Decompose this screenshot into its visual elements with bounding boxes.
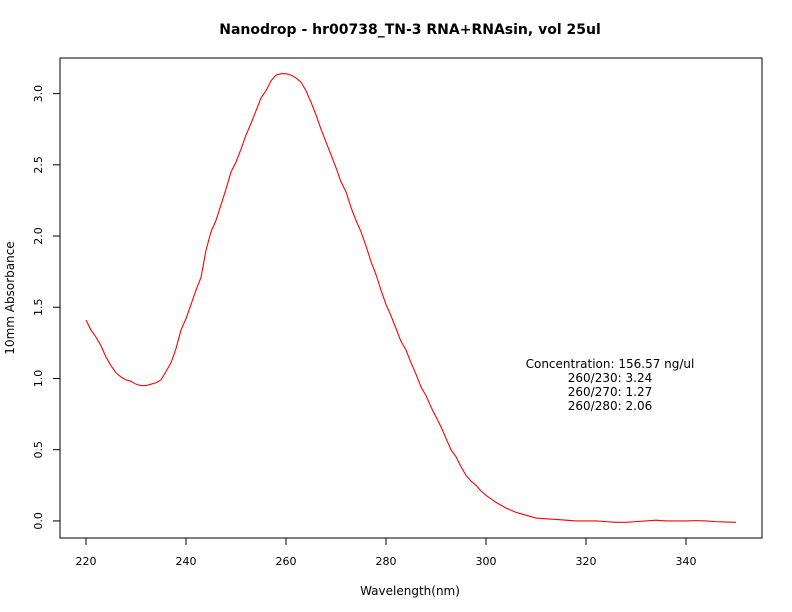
ratio-260-230-text: 260/230: 3.24 xyxy=(568,371,652,385)
plot-frame xyxy=(59,57,763,539)
x-axis-label: Wavelength(nm) xyxy=(360,584,460,598)
y-tick-label: 2.5 xyxy=(32,156,45,174)
chart-title: Nanodrop - hr00738_TN-3 RNA+RNAsin, vol … xyxy=(219,22,601,38)
y-tick-label: 0.0 xyxy=(32,512,45,530)
y-tick-label: 3.0 xyxy=(32,85,45,103)
y-tick-label: 2.0 xyxy=(32,227,45,245)
x-tick-label: 260 xyxy=(276,555,297,568)
y-axis: 0.0 0.5 1.0 1.5 2.0 2.5 3.0 xyxy=(32,85,60,530)
x-tick-label: 300 xyxy=(476,555,497,568)
ratio-260-280-text: 260/280: 2.06 xyxy=(568,399,652,413)
concentration-text: Concentration: 156.57 ng/ul xyxy=(526,357,695,371)
x-tick-label: 220 xyxy=(76,555,97,568)
y-tick-label: 1.5 xyxy=(32,299,45,317)
x-tick-label: 320 xyxy=(576,555,597,568)
y-axis-label: 10mm Absorbance xyxy=(3,241,17,354)
x-axis: 220 240 260 280 300 320 340 xyxy=(76,538,697,568)
ratio-260-270-text: 260/270: 1.27 xyxy=(568,385,652,399)
y-tick-label: 1.0 xyxy=(32,370,45,388)
stats-annotation: Concentration: 156.57 ng/ul 260/230: 3.2… xyxy=(526,357,695,413)
x-tick-label: 280 xyxy=(376,555,397,568)
absorbance-series-line xyxy=(85,73,737,523)
y-tick-label: 0.5 xyxy=(32,441,45,459)
x-tick-label: 240 xyxy=(176,555,197,568)
x-tick-label: 340 xyxy=(676,555,697,568)
